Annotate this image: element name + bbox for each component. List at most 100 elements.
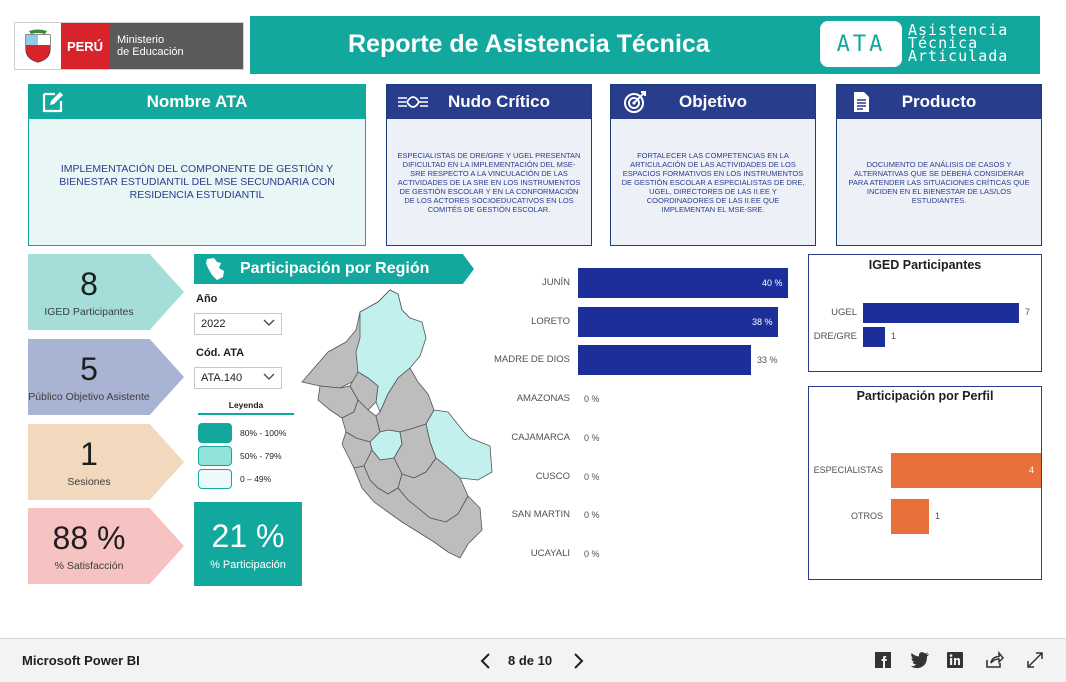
card-nombre-ata: Nombre ATA IMPLEMENTACIÓN DEL COMPONENTE… (28, 84, 366, 246)
card-producto-body: DOCUMENTO DE ANÁLISIS DE CASOS Y ALTERNA… (848, 159, 1030, 205)
knot-icon (397, 90, 429, 114)
card-nudo-title: Nudo Crítico (448, 92, 550, 111)
region-value-label: 0 % (584, 548, 600, 559)
perfil-label: OTROS (850, 511, 883, 521)
legend-item: 80% - 100% (198, 423, 294, 443)
iged-label: DRE/GRE (813, 331, 857, 342)
code-filter-label: Cód. ATA (196, 347, 245, 359)
card-objetivo: Objetivo FORTALECER LAS COMPETENCIAS EN … (610, 84, 816, 246)
ata-word-1: Asistencia (908, 21, 1009, 39)
logo-ministry-line2: de Educación (117, 46, 184, 58)
participation-percentage-card: 21 % % Participación (194, 502, 302, 586)
profile-chart-title: Participación por Perfil (856, 389, 994, 403)
peru-map-icon (204, 257, 226, 284)
iged-bar (863, 303, 1019, 323)
ata-badge: ATA (820, 21, 902, 67)
kpi-value: 5 (80, 351, 98, 387)
card-producto-title: Producto (901, 92, 977, 111)
legend-swatch (198, 469, 232, 489)
legend-label: 0 – 49% (240, 474, 272, 484)
perfil-label: ESPECIALISTAS (813, 465, 883, 475)
region-label: MADRE DE DIOS (493, 354, 570, 366)
logo-peru-text: PERÚ (61, 23, 109, 69)
ata-word-3: Articulada (908, 47, 1009, 65)
perfil-bar (891, 453, 1041, 488)
region-bar (578, 268, 788, 298)
linkedin-icon[interactable] (946, 651, 966, 671)
map-region (353, 465, 483, 559)
kpi-label: % Satisfacción (54, 560, 124, 572)
card-objetivo-body: FORTALECER LAS COMPETENCIAS EN LA ARTICU… (621, 150, 805, 214)
iged-bar (863, 327, 885, 347)
participation-header: Participación por Región (194, 254, 474, 284)
chevron-down-icon (263, 372, 275, 384)
region-label: JUNÍN (542, 277, 570, 288)
legend-title: Leyenda (198, 400, 294, 415)
year-filter-label: Año (196, 293, 218, 305)
legend-swatch (198, 423, 232, 443)
region-label: LORETO (531, 315, 570, 327)
share-icon[interactable] (984, 650, 1005, 671)
ata-word-2: Técnica (908, 34, 979, 52)
powerbi-footer: Microsoft Power BI 8 de 10 (0, 638, 1066, 682)
region-value-label: 0 % (584, 432, 600, 443)
card-nudo-critico: Nudo Crítico ESPECIALISTAS DE DRE/GRE Y … (386, 84, 592, 246)
region-value-label: 38 % (752, 316, 773, 327)
region-value-label: 0 % (584, 471, 600, 482)
peru-region-map[interactable] (298, 282, 498, 564)
profile-participation-chart: Participación por Perfil ESPECIALISTAS 4 O… (808, 386, 1042, 580)
page-title: Reporte de Asistencia Técnica (348, 30, 710, 58)
region-bar (578, 306, 778, 337)
card-producto-header: Producto (837, 85, 1041, 119)
region-label: CUSCO (535, 470, 570, 482)
chevron-down-icon (263, 318, 275, 330)
kpi-value: 1 (80, 436, 98, 472)
title-bar: Reporte de Asistencia Técnica ATA Asiste… (250, 16, 1040, 74)
kpi-value: 88 % (52, 520, 126, 556)
facebook-icon[interactable] (874, 651, 894, 671)
prev-page-icon[interactable] (478, 651, 494, 671)
iged-chart-title: IGED Participantes (868, 258, 982, 272)
ata-code-select[interactable]: ATA.140 (194, 367, 282, 389)
ata-code-select-value: ATA.140 (201, 372, 243, 384)
fullscreen-icon[interactable] (1026, 651, 1046, 671)
twitter-icon[interactable] (910, 651, 930, 671)
region-bar (578, 345, 751, 376)
logo-ministry: Ministerio de Educación (109, 23, 243, 69)
next-page-icon[interactable] (570, 651, 586, 671)
ata-words: Asistencia Técnica Articulada (908, 21, 1009, 65)
legend-label: 50% - 79% (240, 451, 282, 461)
kpi-value: 8 (80, 266, 98, 302)
kpi-satisfaccion: 88 % % Satisfacción (28, 508, 184, 584)
card-nudo-header: Nudo Crítico (387, 85, 591, 119)
powerbi-brand[interactable]: Microsoft Power BI (22, 653, 140, 668)
legend-item: 0 – 49% (198, 469, 294, 489)
map-legend: Leyenda 80% - 100% 50% - 79% 0 – 49% (198, 400, 294, 489)
kpi-iged-participantes: 8 IGED Participantes (28, 254, 184, 330)
page-indicator: 8 de 10 (508, 653, 553, 668)
card-objetivo-title: Objetivo (678, 92, 747, 111)
document-icon (849, 90, 873, 114)
card-nombre-ata-header: Nombre ATA (29, 85, 365, 119)
participation-title: Participación por Región (240, 260, 430, 277)
perfil-value-label: 1 (935, 511, 941, 521)
legend-swatch (198, 446, 232, 466)
target-icon (623, 90, 647, 114)
kpi-label: Público Objetivo Asistente (28, 391, 150, 403)
year-select-value: 2022 (201, 318, 226, 330)
region-value-label: 0 % (584, 510, 600, 521)
iged-value-label: 7 (1025, 307, 1031, 317)
card-objetivo-header: Objetivo (611, 85, 815, 119)
region-label: UCAYALI (530, 547, 570, 559)
region-label: CAJAMARCA (511, 431, 570, 443)
iged-value-label: 1 (891, 331, 897, 341)
iged-participants-chart: IGED Participantes UGEL 7 DRE/GRE 1 (808, 254, 1042, 372)
region-bar-chart: JUNÍN 40 % LORETO 38 % MADRE DE DIOS 33 % AMAZ… (470, 262, 810, 572)
legend-label: 80% - 100% (240, 428, 287, 438)
region-value-label: 33 % (757, 355, 778, 366)
logo-ministry-line1: Ministerio (117, 34, 165, 46)
year-select[interactable]: 2022 (194, 313, 282, 335)
edit-icon (41, 90, 65, 114)
perfil-bar (891, 499, 929, 534)
region-value-label: 40 % (762, 278, 783, 288)
